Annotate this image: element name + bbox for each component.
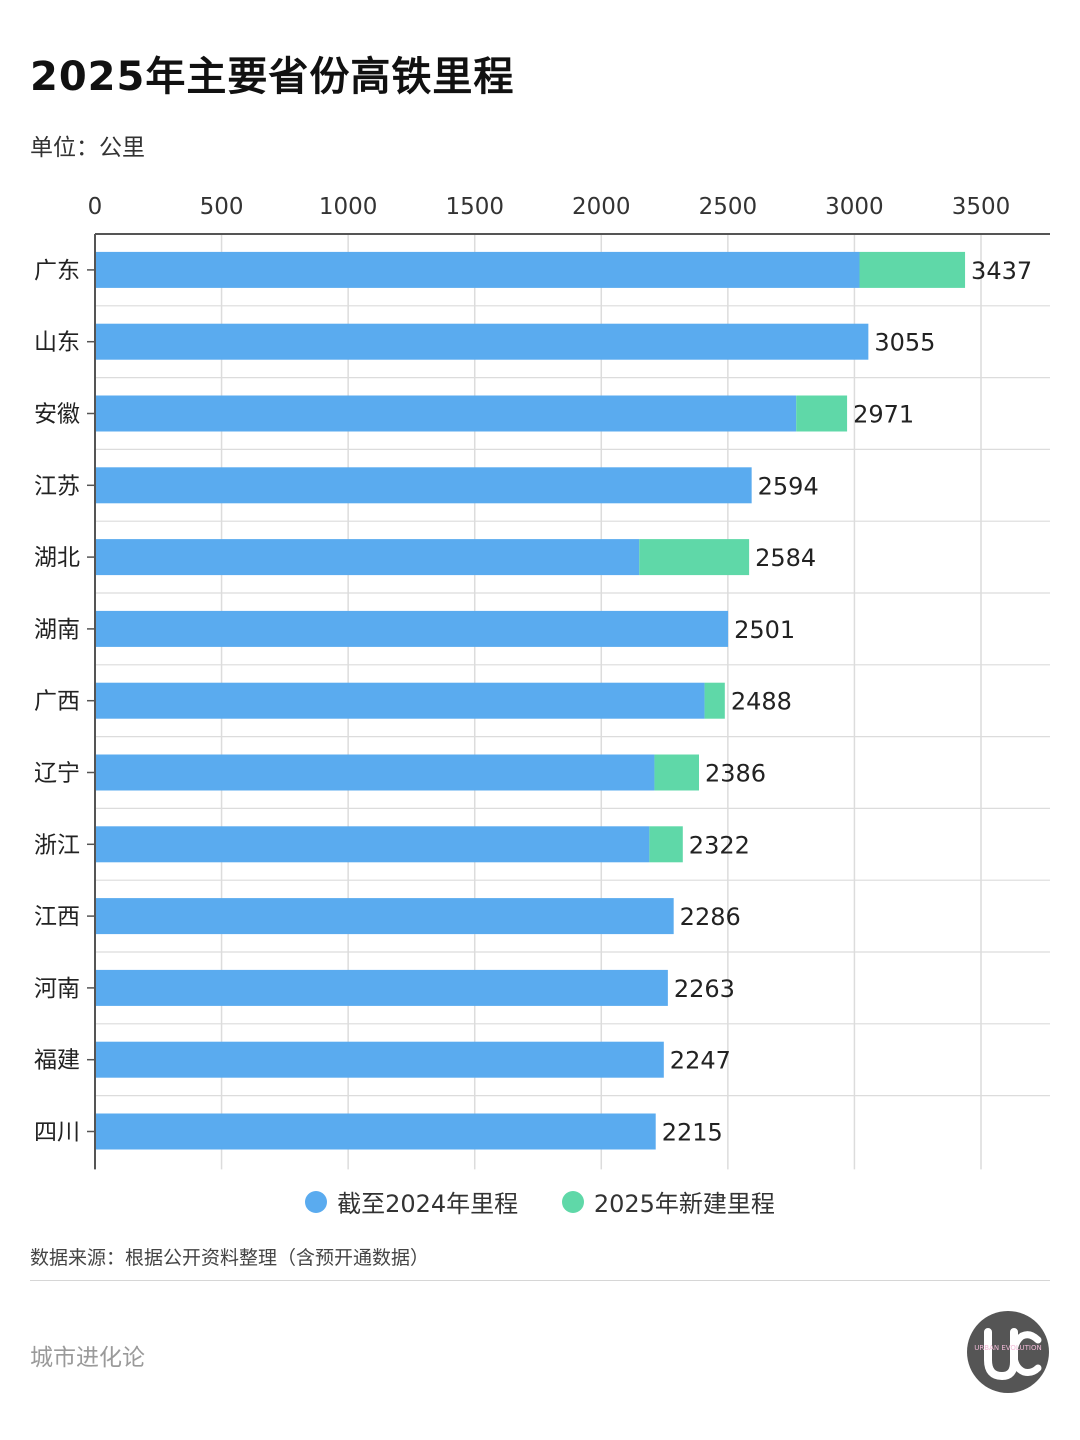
bar-base	[96, 395, 797, 432]
category-label: 广西	[34, 689, 80, 715]
bar-base	[96, 251, 860, 288]
total-value-label: 2488	[731, 688, 792, 716]
category-label: 河南	[34, 976, 80, 1002]
total-value-label: 2584	[755, 544, 816, 572]
bar-new	[796, 395, 848, 432]
legend-swatch-new	[561, 1190, 584, 1213]
bar-new	[704, 682, 725, 719]
total-value-label: 2501	[734, 616, 795, 644]
total-value-label: 2322	[689, 831, 750, 859]
legend-item-base: 截至2024年里程	[305, 1184, 518, 1219]
brand-name: 城市进化论	[30, 1345, 145, 1371]
bar-base	[96, 323, 869, 360]
logo-text: URBAN EVOLUTION	[974, 1344, 1041, 1352]
x-tick-label: 1000	[319, 194, 378, 220]
bar-base	[96, 467, 752, 504]
total-value-label: 2215	[662, 1119, 723, 1147]
x-tick-label: 2000	[572, 194, 631, 220]
divider	[30, 1280, 1050, 1281]
bar-base	[96, 682, 705, 719]
bar-base	[96, 898, 674, 935]
legend: 截至2024年里程 2025年新建里程	[0, 1184, 1080, 1219]
total-value-label: 2386	[705, 760, 766, 788]
bar-base	[96, 1041, 664, 1078]
bar-base	[96, 969, 668, 1006]
bar-new	[649, 826, 683, 863]
category-label: 浙江	[34, 832, 80, 858]
bar-chart: 0 500 1000 1500 2000 2500 3000 3500 广东 3437 山东 3055…	[34, 194, 1050, 1170]
bar-new	[639, 539, 750, 576]
x-tick-label: 0	[88, 194, 103, 220]
total-value-label: 3055	[874, 329, 935, 357]
x-tick-label: 3000	[825, 194, 884, 220]
category-label: 广东	[34, 258, 80, 284]
category-label: 辽宁	[34, 761, 80, 787]
category-label: 江苏	[34, 473, 80, 499]
source-note: 数据来源：根据公开资料整理（含预开通数据）	[30, 1247, 430, 1269]
total-value-label: 2263	[674, 975, 735, 1003]
legend-label-base: 截至2024年里程	[337, 1190, 519, 1218]
category-label: 江西	[34, 904, 80, 930]
total-value-label: 2286	[680, 903, 741, 931]
legend-item-new: 2025年新建里程	[561, 1184, 775, 1219]
x-tick-label: 3500	[952, 194, 1011, 220]
x-tick-label: 500	[200, 194, 244, 220]
chart-title: 2025年主要省份高铁里程	[30, 54, 515, 100]
category-label: 安徽	[34, 402, 80, 428]
bar-base	[96, 754, 655, 791]
x-tick-label: 1500	[445, 194, 504, 220]
x-tick-label: 2500	[699, 194, 758, 220]
bar-base	[96, 610, 729, 647]
legend-label-new: 2025年新建里程	[593, 1190, 775, 1218]
category-label: 湖南	[34, 617, 80, 643]
bar-base	[96, 1113, 656, 1150]
bar-base	[96, 826, 650, 863]
category-label: 山东	[34, 330, 80, 356]
category-label: 湖北	[34, 545, 80, 571]
unit-label: 单位：公里	[30, 135, 145, 161]
legend-swatch-base	[305, 1190, 328, 1213]
bar-base	[96, 539, 640, 576]
total-value-label: 2594	[758, 472, 819, 500]
brand-logo: URBAN EVOLUTION	[967, 1311, 1049, 1393]
total-value-label: 3437	[971, 257, 1032, 285]
bar-new	[859, 251, 966, 288]
total-value-label: 2971	[853, 401, 914, 429]
category-label: 四川	[34, 1120, 80, 1146]
category-label: 福建	[34, 1048, 80, 1074]
total-value-label: 2247	[670, 1047, 731, 1075]
bar-new	[654, 754, 699, 791]
